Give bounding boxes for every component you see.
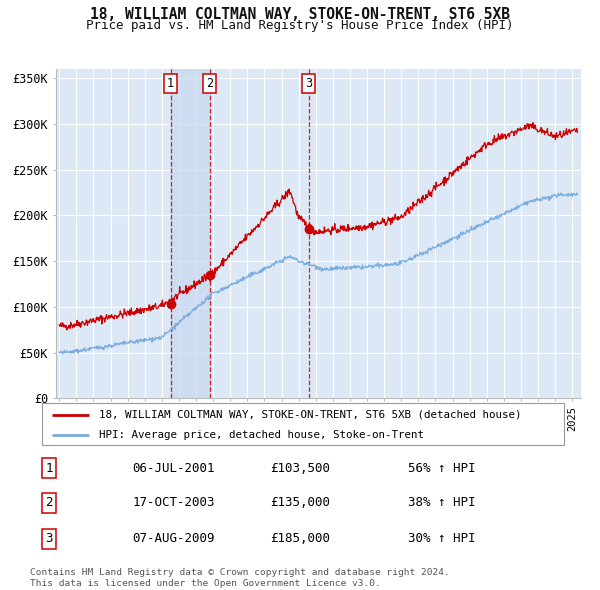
Text: 3: 3 <box>305 77 313 90</box>
Text: 30% ↑ HPI: 30% ↑ HPI <box>408 533 476 546</box>
Text: £103,500: £103,500 <box>270 461 330 474</box>
Text: Contains HM Land Registry data © Crown copyright and database right 2024.
This d: Contains HM Land Registry data © Crown c… <box>30 568 450 588</box>
Text: 18, WILLIAM COLTMAN WAY, STOKE-ON-TRENT, ST6 5XB: 18, WILLIAM COLTMAN WAY, STOKE-ON-TRENT,… <box>90 7 510 22</box>
Text: £185,000: £185,000 <box>270 533 330 546</box>
Text: 1: 1 <box>167 77 174 90</box>
Bar <box>170 69 209 398</box>
Text: 17-OCT-2003: 17-OCT-2003 <box>133 496 215 510</box>
Text: 2: 2 <box>45 496 53 510</box>
Text: 38% ↑ HPI: 38% ↑ HPI <box>408 496 476 510</box>
Text: 56% ↑ HPI: 56% ↑ HPI <box>408 461 476 474</box>
Text: 18, WILLIAM COLTMAN WAY, STOKE-ON-TRENT, ST6 5XB (detached house): 18, WILLIAM COLTMAN WAY, STOKE-ON-TRENT,… <box>100 410 522 420</box>
Text: 3: 3 <box>45 533 53 546</box>
Text: £135,000: £135,000 <box>270 496 330 510</box>
Text: 06-JUL-2001: 06-JUL-2001 <box>133 461 215 474</box>
Text: HPI: Average price, detached house, Stoke-on-Trent: HPI: Average price, detached house, Stok… <box>100 430 424 440</box>
Text: 2: 2 <box>206 77 213 90</box>
FancyBboxPatch shape <box>42 403 564 445</box>
Text: 07-AUG-2009: 07-AUG-2009 <box>133 533 215 546</box>
Text: 1: 1 <box>45 461 53 474</box>
Text: Price paid vs. HM Land Registry's House Price Index (HPI): Price paid vs. HM Land Registry's House … <box>86 19 514 32</box>
